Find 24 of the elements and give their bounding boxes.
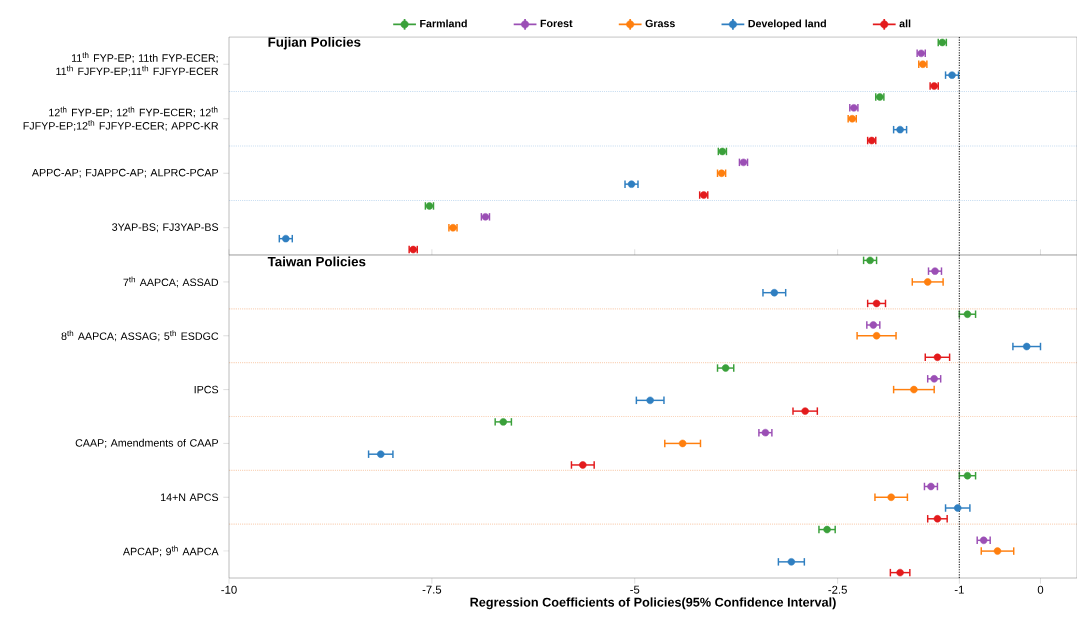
y-tick-label: 3YAP-BS; FJ3YAP-BS [112,223,219,233]
y-tick-label: 7$^{th}$ AAPCA; ASSAD [123,276,219,288]
legend-label: Forest [540,19,573,28]
category-label: 11$^{th}$ FYP-EP; 11th FYP-ECER; 11$^{th}$ FJFYP-EP;11$^{th}$ FJFYP-ECER [56,52,219,77]
x-tick-label: 0 [1037,585,1044,594]
x-tick-label: -7.5 [422,585,442,594]
x-tick-label: -1 [954,585,964,594]
category-label: 12$^{th}$ FYP-EP; 12$^{th}$ FYP-ECER; 12$^{th}$ FJFYP-EP;12$^{th}$ FJFYP-ECER; APPC-KR [23,106,219,131]
legend-label: Developed land [748,19,826,30]
x-axis-title: Regression Coefficients of Policies(95% Confidence Interval) [470,597,836,610]
chart-title: Taiwan Policies [267,256,366,267]
legend-label: Grass [645,19,675,28]
x-tick-label: -2.5 [828,585,847,594]
y-tick-label: APCAP; 9$^{th}$ AAPCA [122,545,219,557]
y-tick-label: IPCS [194,385,219,394]
y-tick-label: 14+N APCS [161,493,219,502]
y-tick-label: 8$^{th}$ AAPCA; ASSAG; 5$^{th}$ ESDGC [61,330,219,342]
chart-title: Fujian Policies [268,36,361,50]
legend-label: all [899,19,911,28]
y-tick-label: CAAP; Amendments of CAAP [75,438,219,448]
x-tick-label: -10 [221,585,237,594]
x-tick-label: -5 [630,585,640,594]
y-tick-label: APPC-AP; FJAPPC-AP; ALPRC-PCAP [31,168,219,178]
legend-label: Farmland [420,19,467,28]
